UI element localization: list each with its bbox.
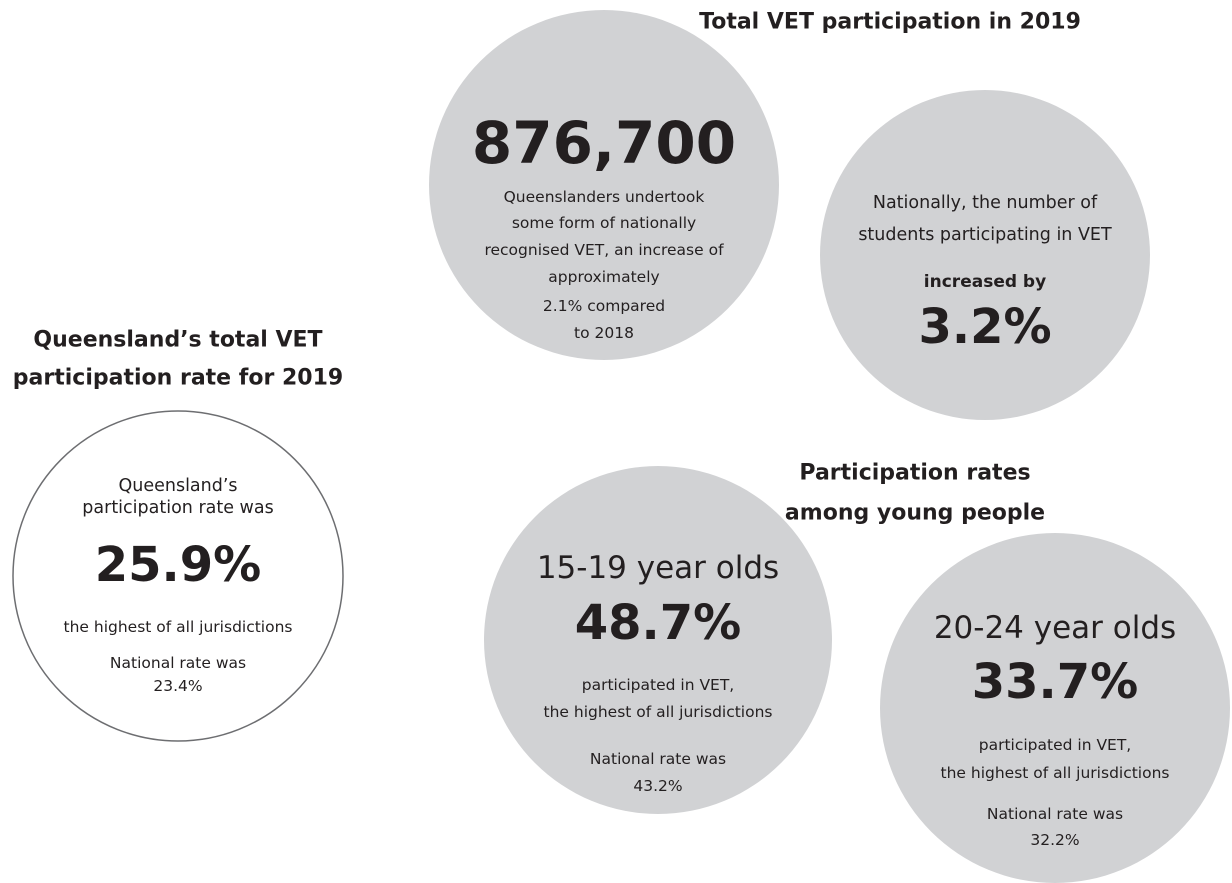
text: approximately [548,268,660,286]
text: National rate was [109,654,247,672]
text: participated in VET, [978,736,1132,754]
text: the highest of all jurisdictions [543,703,773,721]
text: 2.1% compared [542,297,666,315]
text: recognised VET, an increase of [484,241,724,259]
heading: Queensland’s total VET [33,327,323,353]
text: 32.2% [1030,831,1080,849]
number: 48.7% [574,595,742,651]
circle [429,10,779,360]
heading: Total VET participation in 2019 [699,9,1081,35]
text: participated in VET, [581,676,735,694]
number: 876,700 [471,109,737,177]
text: Nationally, the number of [872,193,1098,213]
text: Queensland’s [118,476,238,496]
circle [484,466,832,814]
text: Queenslanders undertook [503,188,705,206]
number: 3.2% [918,299,1052,355]
number: 25.9% [94,537,262,593]
circle [820,90,1150,420]
circle [880,533,1230,883]
text: increased by [923,272,1047,292]
circle [12,410,344,742]
text: National rate was [986,805,1124,823]
heading: Participation rates [799,460,1031,486]
text: some form of nationally [511,214,697,232]
text: 43.2% [633,777,683,795]
text: 23.4% [153,677,203,695]
text: students participating in VET [858,225,1112,245]
text: National rate was [589,750,727,768]
text: participation rate was [82,498,274,518]
number: 33.7% [971,654,1139,710]
label: 20-24 year olds [933,610,1177,646]
text: the highest of all jurisdictions [63,618,293,636]
text: to 2018 [574,324,634,342]
text: the highest of all jurisdictions [940,764,1170,782]
heading: participation rate for 2019 [12,365,344,391]
heading: among young people [784,500,1046,526]
label: 15-19 year olds [536,550,780,586]
